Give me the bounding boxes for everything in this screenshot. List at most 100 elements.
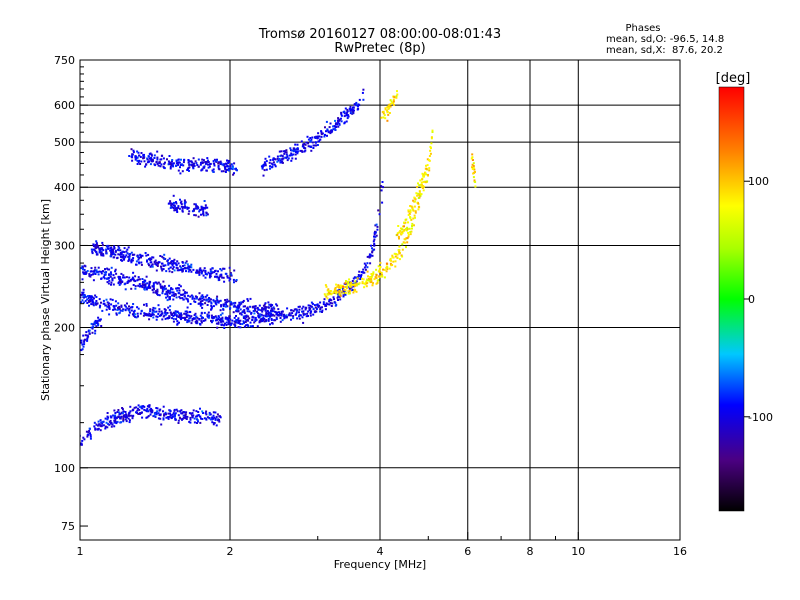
echo-point <box>375 282 378 285</box>
echo-point <box>246 310 249 313</box>
echo-point <box>211 169 214 172</box>
echo-point <box>121 255 124 258</box>
echo-point <box>431 131 434 133</box>
echo-point <box>352 285 355 288</box>
echo-point <box>168 315 171 318</box>
echo-point <box>346 108 349 111</box>
echo-point <box>390 100 393 103</box>
echo-point <box>134 155 137 158</box>
echo-point <box>121 412 124 414</box>
echo-point <box>273 319 276 322</box>
echo-point <box>207 315 210 318</box>
echo-point <box>102 270 104 273</box>
echo-point <box>170 314 173 316</box>
echo-point <box>312 307 315 310</box>
echo-point <box>122 417 125 420</box>
echo-point <box>201 306 204 309</box>
echo-point <box>103 274 106 277</box>
echo-point <box>355 276 357 279</box>
echo-point <box>162 315 165 318</box>
echo-point <box>229 318 232 321</box>
echo-point <box>113 276 116 279</box>
echo-point <box>214 302 217 305</box>
echo-point <box>118 411 121 414</box>
echo-point <box>426 164 429 167</box>
echo-point <box>310 301 313 304</box>
echo-point <box>189 295 192 298</box>
echo-point <box>176 310 179 313</box>
echo-point <box>281 319 284 322</box>
echo-point <box>131 276 134 279</box>
echo-point <box>275 303 278 306</box>
echo-point <box>240 302 243 305</box>
echo-point <box>82 291 85 294</box>
echo-point <box>418 206 421 209</box>
echo-point <box>348 278 351 281</box>
echo-point <box>421 178 424 181</box>
echo-point <box>152 291 155 294</box>
echo-point <box>273 314 276 317</box>
echo-point <box>353 276 356 279</box>
echo-point <box>145 286 148 289</box>
echo-point <box>386 111 389 114</box>
echo-point <box>302 310 305 313</box>
echo-point <box>281 155 284 158</box>
echo-point <box>150 156 153 159</box>
echo-point <box>316 135 319 138</box>
echo-point <box>306 312 309 315</box>
echo-point <box>157 164 160 167</box>
echo-point <box>154 411 157 414</box>
echo-point <box>170 162 173 165</box>
echo-point <box>82 288 85 291</box>
echo-point <box>155 261 158 264</box>
echo-point <box>204 276 207 279</box>
echo-point <box>243 309 246 312</box>
echo-point <box>176 410 179 413</box>
echo-point <box>349 289 351 292</box>
echo-point <box>125 420 128 423</box>
echo-point <box>145 275 148 278</box>
echo-point <box>205 410 208 413</box>
echo-point <box>417 192 420 195</box>
echo-point <box>316 144 319 146</box>
echo-point <box>268 161 271 164</box>
echo-point <box>174 262 177 265</box>
echo-point <box>294 157 297 160</box>
echo-point <box>118 305 121 308</box>
echo-point <box>207 166 210 169</box>
echo-point <box>128 421 131 424</box>
echo-point <box>178 416 181 419</box>
echo-point <box>358 104 361 107</box>
echo-point <box>136 312 139 315</box>
echo-point <box>135 263 137 266</box>
echo-point <box>328 299 331 301</box>
y-tick-label: 300 <box>54 239 75 252</box>
echo-point <box>283 317 286 320</box>
echo-point <box>129 278 132 281</box>
echo-point <box>267 301 270 304</box>
echo-point <box>122 276 124 279</box>
echo-point <box>340 113 343 116</box>
echo-point <box>199 304 202 307</box>
echo-point <box>135 406 138 409</box>
echo-point <box>211 267 214 270</box>
echo-point <box>219 160 222 163</box>
echo-point <box>280 313 283 316</box>
echo-point <box>336 289 339 292</box>
echo-point <box>181 209 184 212</box>
echo-point <box>225 324 228 326</box>
echo-point <box>223 327 226 329</box>
echo-point <box>123 283 126 286</box>
echo-point <box>114 414 117 417</box>
echo-point <box>195 297 198 300</box>
echo-point <box>237 304 240 307</box>
echo-point <box>190 322 193 325</box>
echo-point <box>337 291 340 294</box>
echo-point <box>150 153 153 156</box>
echo-point <box>87 335 90 338</box>
echo-point <box>169 290 171 292</box>
echo-point <box>191 210 194 213</box>
echo-point <box>180 315 183 318</box>
echo-point <box>171 203 174 206</box>
echo-point <box>134 158 137 161</box>
